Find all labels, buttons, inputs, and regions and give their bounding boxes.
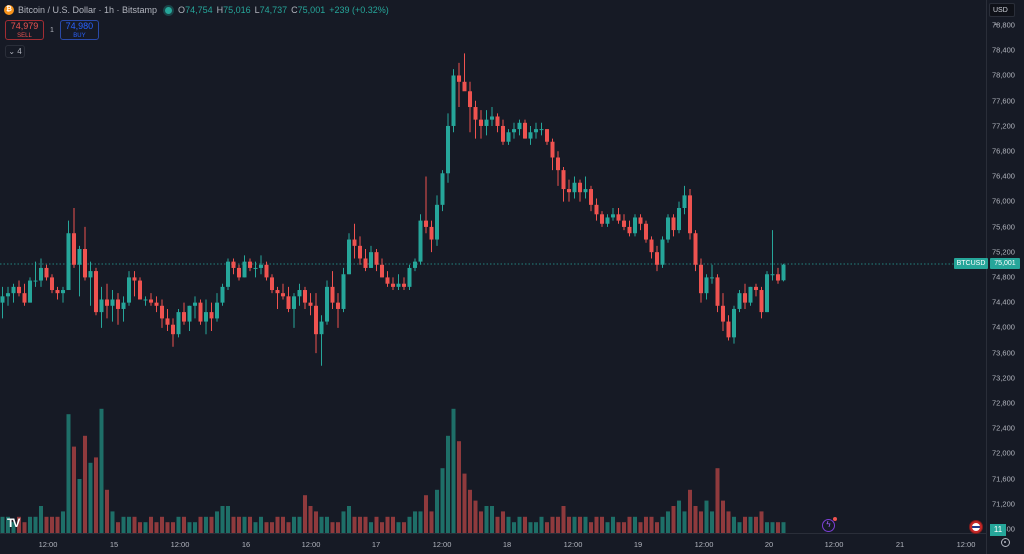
ohlc-open: O74,754 bbox=[178, 5, 213, 15]
time-tick: 12:00 bbox=[432, 540, 452, 549]
sell-button[interactable]: 74,979 SELL bbox=[5, 20, 44, 40]
price-tick: 77,200 bbox=[992, 121, 1015, 131]
time-tick: 12:00 bbox=[38, 540, 58, 549]
price-tick: 78,800 bbox=[992, 20, 1015, 30]
settings-gear-icon[interactable] bbox=[1001, 538, 1010, 547]
tradingview-logo[interactable]: TV bbox=[7, 516, 20, 530]
price-tick: 72,800 bbox=[992, 398, 1015, 408]
volume-bars bbox=[0, 408, 786, 533]
price-tick: 73,600 bbox=[992, 348, 1015, 358]
time-tick: 18 bbox=[502, 540, 512, 549]
time-tick: 12:00 bbox=[956, 540, 976, 549]
market-status-icon bbox=[165, 6, 173, 14]
price-tick: 76,000 bbox=[992, 196, 1015, 206]
price-tick: 75,600 bbox=[992, 222, 1015, 232]
sell-label: SELL bbox=[17, 33, 32, 39]
buy-button[interactable]: 74,980 BUY bbox=[59, 20, 99, 40]
time-tick: 12:00 bbox=[563, 540, 583, 549]
time-tick: 12:00 bbox=[170, 540, 190, 549]
time-tick: 19 bbox=[633, 540, 643, 549]
currency-select[interactable]: USD ⌄ bbox=[989, 3, 1015, 27]
candlestick-chart[interactable] bbox=[0, 0, 986, 533]
price-tick: 77,600 bbox=[992, 96, 1015, 106]
ohlc-low: L74,737 bbox=[254, 5, 288, 15]
time-axis-divider bbox=[0, 533, 986, 534]
ohlc-high: H75,016 bbox=[216, 5, 251, 15]
buy-price: 74,980 bbox=[65, 21, 94, 31]
bitcoin-icon: ₿ bbox=[4, 5, 14, 15]
price-tick: 72,400 bbox=[992, 423, 1015, 433]
symbol-price-tag: BTCUSD bbox=[954, 258, 988, 269]
price-tick: 78,000 bbox=[992, 70, 1015, 80]
us-flag-icon[interactable] bbox=[969, 520, 983, 534]
price-tick: 74,000 bbox=[992, 322, 1015, 332]
price-change: +239 (+0.32%) bbox=[329, 5, 389, 15]
price-tick: 72,000 bbox=[992, 448, 1015, 458]
price-tick: 75,200 bbox=[992, 247, 1015, 257]
price-axis-divider bbox=[986, 0, 987, 554]
trade-panel: 74,979 SELL 1 74,980 BUY bbox=[5, 20, 99, 40]
ohlc-close: C75,001 bbox=[291, 5, 326, 15]
price-tick: 76,400 bbox=[992, 171, 1015, 181]
sell-price: 74,979 bbox=[10, 21, 39, 31]
spread-value: 1 bbox=[50, 26, 54, 34]
price-tick: 74,400 bbox=[992, 297, 1015, 307]
time-tick: 17 bbox=[371, 540, 381, 549]
candles bbox=[0, 53, 786, 366]
events-count-badge[interactable]: 11 bbox=[990, 524, 1006, 536]
price-tick: 74,800 bbox=[992, 272, 1015, 282]
price-tick: 71,200 bbox=[992, 499, 1015, 509]
price-tick: 76,800 bbox=[992, 146, 1015, 156]
last-price-tag: 75,001 bbox=[990, 258, 1020, 269]
time-tick: 21 bbox=[895, 540, 905, 549]
symbol-legend: ₿ Bitcoin / U.S. Dollar · 1h · Bitstamp … bbox=[4, 3, 393, 17]
price-tick: 78,400 bbox=[992, 45, 1015, 55]
indicators-toggle-button[interactable]: ⌄ 4 bbox=[5, 45, 25, 58]
price-tick: 73,200 bbox=[992, 373, 1015, 383]
time-tick: 12:00 bbox=[694, 540, 714, 549]
time-tick: 12:00 bbox=[301, 540, 321, 549]
time-tick: 15 bbox=[109, 540, 119, 549]
time-tick: 12:00 bbox=[824, 540, 844, 549]
time-tick: 20 bbox=[764, 540, 774, 549]
price-tick: 71,600 bbox=[992, 474, 1015, 484]
buy-label: BUY bbox=[73, 33, 86, 39]
lightning-icon[interactable]: ϟ bbox=[822, 517, 837, 532]
time-tick: 16 bbox=[241, 540, 251, 549]
symbol-title[interactable]: Bitcoin / U.S. Dollar · 1h · Bitstamp bbox=[18, 5, 158, 15]
